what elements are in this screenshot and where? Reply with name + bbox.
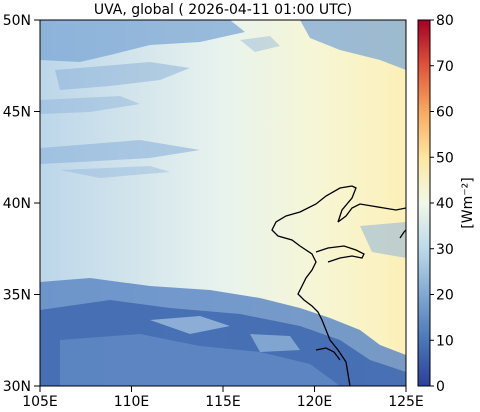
colorbar-tick-label: 40 bbox=[436, 196, 454, 212]
colorbar-tick-label: 10 bbox=[436, 333, 454, 349]
colorbar-ticks bbox=[430, 19, 434, 387]
colorbar-tick-label: 20 bbox=[436, 288, 454, 304]
x-tick-label: 105E bbox=[22, 394, 58, 410]
colorbar-unit-label: [Wm⁻²] bbox=[460, 177, 476, 228]
y-tick-label: 30N bbox=[3, 379, 31, 395]
cloud-bands-north bbox=[40, 20, 406, 114]
colorbar-tick-label: 50 bbox=[436, 150, 454, 166]
y-tick-label: 35N bbox=[3, 288, 31, 304]
colorbar-tick-label: 80 bbox=[436, 13, 454, 29]
cloud-streaks-mid bbox=[40, 140, 406, 258]
x-tick-label: 115E bbox=[205, 394, 241, 410]
map-title: UVA, global ( 2026-04-11 01:00 UTC) bbox=[93, 2, 353, 18]
colorbar-tick-label: 30 bbox=[436, 242, 454, 258]
colorbar-tick-label: 0 bbox=[436, 379, 445, 395]
x-tick-label: 125E bbox=[388, 394, 424, 410]
cloud-mass-south bbox=[40, 278, 406, 386]
axis-ticks bbox=[34, 19, 407, 392]
x-tick-label: 120E bbox=[297, 394, 333, 410]
colorbar bbox=[417, 19, 431, 387]
y-tick-label: 50N bbox=[3, 13, 31, 29]
y-tick-label: 45N bbox=[3, 105, 31, 121]
y-tick-label: 40N bbox=[3, 196, 31, 212]
x-tick-label: 110E bbox=[114, 394, 150, 410]
coastline bbox=[271, 185, 406, 386]
colorbar-tick-label: 60 bbox=[436, 105, 454, 121]
colorbar-tick-label: 70 bbox=[436, 59, 454, 75]
map-plot-area bbox=[40, 20, 406, 386]
